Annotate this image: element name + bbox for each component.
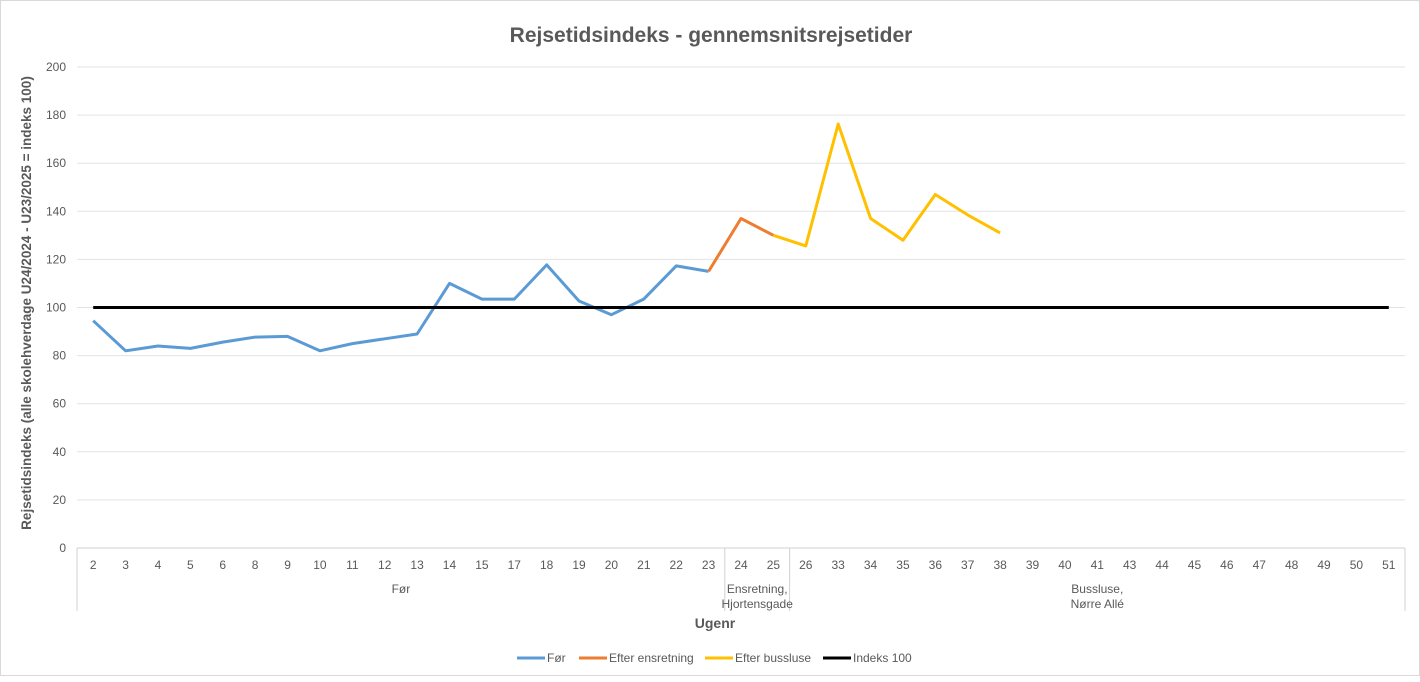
- x-tick-label: 22: [670, 558, 684, 572]
- x-tick-label: 12: [378, 558, 392, 572]
- x-tick-label: 13: [410, 558, 424, 572]
- x-tick-label: 14: [443, 558, 457, 572]
- legend-label-indeks-100: Indeks 100: [853, 651, 912, 665]
- x-tick-label: 49: [1317, 558, 1331, 572]
- x-tick-label: 18: [540, 558, 554, 572]
- x-axis-title: Ugenr: [695, 615, 736, 631]
- y-axis-title: Rejsetidsindeks (alle skolehverdage U24/…: [19, 76, 34, 530]
- group-label: Før: [392, 582, 411, 596]
- x-tick-label: 41: [1091, 558, 1105, 572]
- x-tick-label: 38: [993, 558, 1007, 572]
- x-tick-label: 45: [1188, 558, 1202, 572]
- x-tick-label: 23: [702, 558, 716, 572]
- x-tick-label: 20: [605, 558, 619, 572]
- x-tick-label: 48: [1285, 558, 1299, 572]
- x-tick-label: 9: [284, 558, 291, 572]
- x-tick-label: 33: [831, 558, 845, 572]
- group-label: Hjortensgade: [721, 597, 793, 611]
- x-tick-label: 51: [1382, 558, 1396, 572]
- x-tick-label: 50: [1350, 558, 1364, 572]
- x-tick-label: 8: [252, 558, 259, 572]
- x-tick-label: 44: [1155, 558, 1169, 572]
- y-tick-label: 180: [46, 108, 66, 122]
- group-label: Bussluse,: [1071, 582, 1123, 596]
- y-tick-label: 140: [46, 204, 66, 218]
- x-tick-label: 25: [767, 558, 781, 572]
- series-line-f-r: [92, 263, 709, 353]
- x-tick-label: 3: [122, 558, 129, 572]
- x-tick-label: 34: [864, 558, 878, 572]
- x-tick-label: 39: [1026, 558, 1040, 572]
- legend-label-f-r: Før: [547, 651, 566, 665]
- x-tick-label: 17: [508, 558, 522, 572]
- x-tick-label: 15: [475, 558, 489, 572]
- y-tick-label: 0: [59, 541, 66, 555]
- x-tick-label: 40: [1058, 558, 1072, 572]
- x-tick-label: 37: [961, 558, 975, 572]
- x-tick-label: 35: [896, 558, 910, 572]
- x-tick-label: 24: [734, 558, 748, 572]
- y-tick-label: 80: [53, 349, 67, 363]
- x-tick-label: 36: [929, 558, 943, 572]
- x-tick-label: 47: [1253, 558, 1267, 572]
- legend-label-efter-bussluse: Efter bussluse: [735, 651, 811, 665]
- y-tick-label: 200: [46, 60, 66, 74]
- x-tick-label: 19: [572, 558, 586, 572]
- chart-title: Rejsetidsindeks - gennemsnitsrejsetider: [510, 24, 913, 47]
- legend-label-efter-ensretning: Efter ensretning: [609, 651, 694, 665]
- x-tick-label: 46: [1220, 558, 1234, 572]
- group-label: Ensretning,: [727, 582, 788, 596]
- x-tick-label: 43: [1123, 558, 1137, 572]
- series-line-efter-ensretning: [707, 217, 775, 273]
- x-tick-label: 26: [799, 558, 813, 572]
- y-tick-label: 120: [46, 252, 66, 266]
- y-tick-label: 40: [53, 445, 67, 459]
- x-tick-label: 5: [187, 558, 194, 572]
- x-tick-label: 11: [346, 558, 359, 572]
- y-tick-label: 100: [46, 301, 66, 315]
- x-tick-label: 2: [90, 558, 97, 572]
- y-tick-label: 60: [53, 397, 67, 411]
- y-tick-label: 160: [46, 156, 66, 170]
- x-tick-label: 10: [313, 558, 327, 572]
- group-label: Nørre Allé: [1071, 597, 1125, 611]
- x-tick-label: 21: [637, 558, 651, 572]
- y-tick-label: 20: [53, 493, 67, 507]
- series-line-efter-bussluse: [772, 122, 1001, 248]
- x-tick-label: 6: [219, 558, 226, 572]
- x-tick-label: 4: [155, 558, 162, 572]
